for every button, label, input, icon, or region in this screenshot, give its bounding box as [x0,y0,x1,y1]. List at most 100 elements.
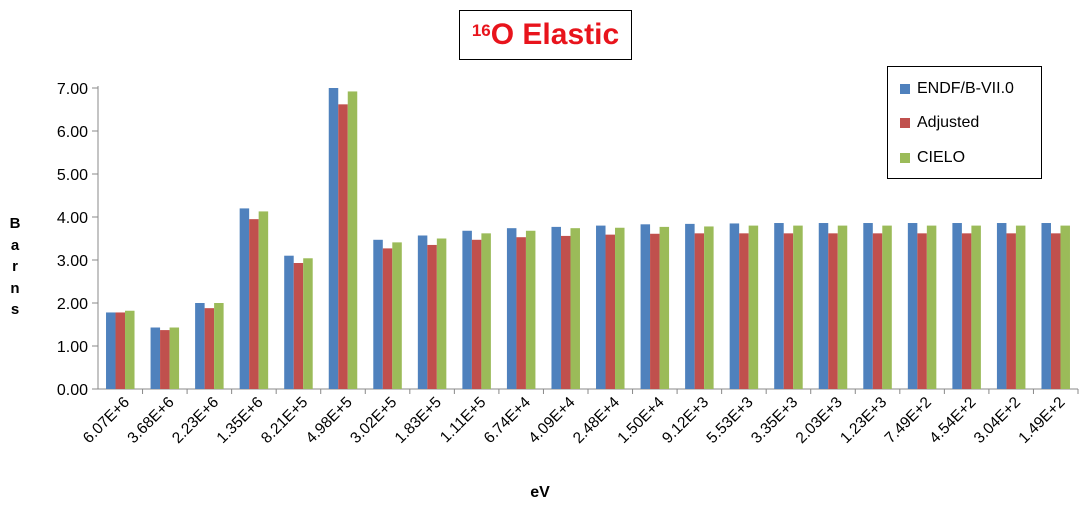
bar [106,312,116,389]
y-tick-label: 3.00 [57,253,88,270]
chart-title-text: O Elastic [490,18,620,51]
bar [996,223,1007,389]
bar [258,211,269,389]
legend-swatch-cielo [900,153,910,163]
bar [195,303,205,389]
bar [729,223,740,389]
bar [917,233,927,389]
legend: ENDF/B-VII.0 Adjusted CIELO [887,66,1042,179]
bar [694,233,705,389]
x-axis-label: eV [530,484,550,501]
x-tick-label: 1.35E+6 [214,394,267,447]
chart-title: 16 O Elastic [459,10,632,60]
legend-item-cielo: CIELO [900,149,965,167]
x-tick-label: 6.74E+4 [481,394,534,447]
bar [961,233,972,389]
bar [640,224,651,389]
bar [837,225,848,389]
x-tick-label: 1.11E+5 [437,394,489,446]
bar [1050,233,1061,389]
bar [774,223,784,389]
bar [392,242,402,389]
x-tick-label: 2.48E+4 [570,394,623,447]
y-axis-label-letter: n [10,279,20,297]
y-tick-label: 7.00 [57,81,88,98]
bar [125,310,135,389]
x-tick-label: 6.07E+6 [80,394,133,447]
bar [907,223,918,389]
bar [436,238,447,389]
bar [828,233,838,389]
bar [525,230,536,389]
x-tick-label: 3.02E+5 [347,394,400,447]
bar [926,225,937,389]
bar [971,225,981,389]
legend-label-cielo: CIELO [917,149,966,166]
bar [872,233,883,389]
y-axis-label-letter: a [10,236,20,254]
x-tick-label: 4.54E+2 [926,394,979,447]
bar [506,228,517,389]
chart-title-superscript: 16 [471,21,491,40]
x-tick-label: 8.21E+5 [258,394,311,447]
legend-item-adjusted: Adjusted [900,114,979,132]
y-tick-label: 5.00 [57,167,88,184]
bar [516,237,526,389]
bar [115,312,126,389]
bar [373,239,383,389]
bar [150,327,161,389]
bar [882,225,892,389]
bar [1041,223,1051,389]
x-tick-label: 2.03E+3 [793,394,846,447]
bar [427,244,437,389]
legend-label-endf: ENDF/B-VII.0 [917,80,1014,97]
legend-swatch-adjusted [900,118,910,128]
x-tick-label: 7.49E+2 [882,394,935,447]
x-tick-label: 3.35E+3 [748,394,801,447]
y-axis-label-letter: s [10,301,20,318]
y-tick-label: 2.00 [57,296,88,313]
y-axis-label: B a r n s [8,213,22,321]
bar [570,228,580,389]
bar [1006,233,1016,389]
bar [1015,225,1026,389]
y-axis-label-letter: B [9,215,21,232]
x-tick-label: 1.23E+3 [837,394,890,447]
bar [818,223,829,389]
bar [783,233,794,389]
x-tick-label: 1.49E+2 [1015,394,1068,447]
bar [748,225,759,389]
y-axis-label-letter: r [12,258,18,275]
bar [239,208,250,389]
x-tick-label: 4.09E+4 [525,394,578,447]
bar [1060,225,1070,389]
bar [863,223,873,389]
bar [328,88,339,389]
bar [303,258,313,389]
bar [417,235,428,389]
bar [793,225,803,389]
x-tick-label: 3.68E+6 [124,394,177,447]
bar [382,248,393,389]
bar [471,239,482,389]
bar [293,263,304,389]
bar [560,235,571,389]
bar [249,219,259,389]
y-tick-label: 4.00 [57,210,88,227]
x-tick-label: 5.53E+3 [704,394,757,447]
legend-item-endf: ENDF/B-VII.0 [900,80,1014,98]
bar [952,223,962,389]
bar [615,227,625,389]
bar [704,226,714,389]
bar [551,226,561,389]
bar [204,308,215,389]
bar [650,233,660,389]
x-tick-label: 3.04E+2 [971,394,1024,447]
x-tick-label: 1.50E+4 [614,394,667,447]
y-tick-label: 6.00 [57,124,88,141]
x-tick-label: 9.12E+3 [659,394,712,447]
x-tick-label: 2.23E+6 [169,394,222,447]
bar [284,255,294,389]
x-tick-label: 4.98E+5 [303,394,356,447]
